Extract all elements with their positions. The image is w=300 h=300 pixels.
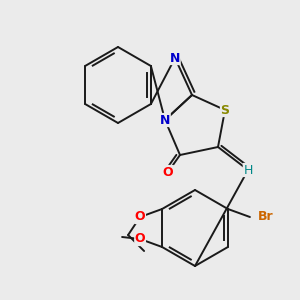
Text: O: O bbox=[135, 211, 146, 224]
Text: O: O bbox=[135, 232, 146, 245]
Text: N: N bbox=[170, 52, 180, 64]
Text: S: S bbox=[220, 103, 230, 116]
Text: H: H bbox=[243, 164, 253, 176]
Text: N: N bbox=[160, 113, 170, 127]
Text: Br: Br bbox=[258, 211, 274, 224]
Text: O: O bbox=[163, 166, 173, 178]
